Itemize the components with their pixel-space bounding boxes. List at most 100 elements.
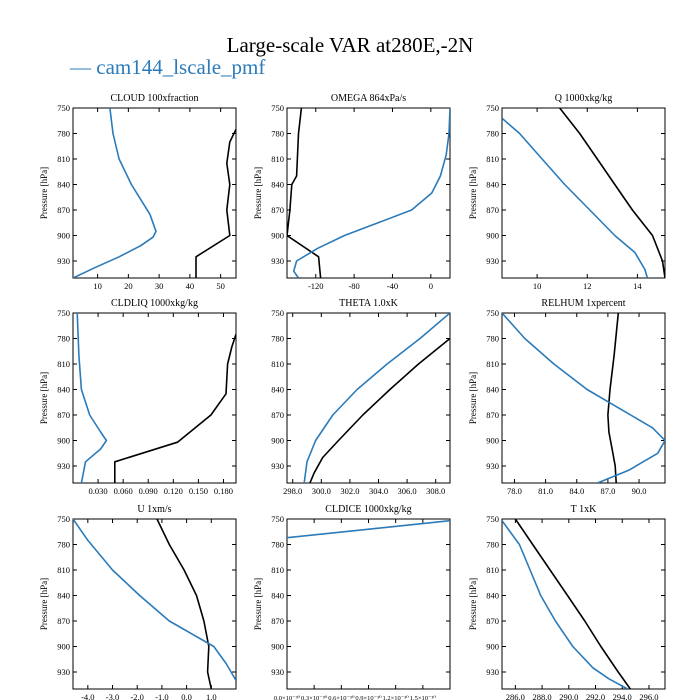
panel-6-xtick-label: 78.0	[507, 486, 522, 496]
panel-2-ytick-label: 780	[271, 129, 284, 139]
panel-1-series-blue	[73, 108, 157, 278]
panel-8-xtick-label: 0.3×10⁻³⁰	[301, 695, 328, 700]
panel-8-ytick-label: 900	[271, 642, 284, 652]
panel-7-ytick-label: 870	[57, 616, 70, 626]
figure-title: Large-scale VAR at280E,-2N	[226, 33, 474, 57]
panel-1-xtick-label: 40	[186, 281, 195, 291]
panel-7-title: U 1xm/s	[137, 504, 171, 515]
panel-5-xtick-label: 300.0	[312, 486, 331, 496]
panel-9-series-blue	[502, 520, 628, 689]
panel-7-ytick-label: 750	[57, 514, 70, 524]
panel-8-frame	[286, 518, 451, 690]
panel-4-frame	[72, 312, 237, 484]
panel-3-ytick-label: 810	[486, 154, 499, 164]
panel-8: CLDICE 1000xkg/kg Pressure [hPa] 750 780 810…	[253, 504, 451, 700]
panel-6: RELHUM 1xpercent Pressure [hPa] 750 780 810 8…	[468, 298, 666, 496]
panel-6-title: RELHUM 1xpercent	[541, 298, 625, 309]
panel-4-xtick-label: 0.180	[214, 486, 233, 496]
panel-4-xtick-label: 0.030	[89, 486, 108, 496]
panel-9-ytick-label: 870	[486, 616, 499, 626]
panel-1-xtick-label: 20	[124, 281, 133, 291]
panel-2-xtick-label: 0	[429, 281, 433, 291]
panel-6-ytick-label: 870	[486, 410, 499, 420]
panel-8-ytick-label: 750	[271, 514, 284, 524]
panel-1-ytick-label: 750	[57, 103, 70, 113]
panel-2-title: OMEGA 864xPa/s	[331, 93, 406, 104]
panel-5-xtick-label: 302.0	[340, 486, 359, 496]
panel-8-series-blue	[287, 519, 450, 539]
panel-1-ytick-label: 840	[57, 180, 70, 190]
panel-3-ylabel: Pressure [hPa]	[468, 167, 478, 219]
panel-4-xtick-label: 0.060	[114, 486, 133, 496]
panel-1-ytick-label: 930	[57, 256, 70, 266]
panel-8-xtick-label: 0.9×10⁻³⁰	[355, 695, 382, 700]
panel-9: T 1xK Pressure [hPa] 750 780 810 840 870 900 930…	[468, 504, 666, 700]
panel-2-ytick-label: 750	[271, 103, 284, 113]
panel-2-frame	[286, 107, 451, 279]
panel-3-series-black	[559, 108, 665, 278]
panel-9-xtick-label: 290.0	[559, 692, 578, 700]
panel-4-title: CLDLIQ 1000xkg/kg	[111, 298, 198, 309]
panel-5-xtick-label: 298.0	[283, 486, 302, 496]
legend: — cam144_lscale_pmf	[70, 55, 265, 80]
panel-6-series-blue	[502, 313, 665, 483]
panel-6-xtick-label: 84.0	[569, 486, 584, 496]
panel-6-ylabel: Pressure [hPa]	[468, 372, 478, 424]
panel-7-ytick-label: 780	[57, 540, 70, 550]
panel-7-xtick-label: -1.0	[155, 692, 168, 700]
panel-9-frame	[501, 518, 666, 690]
panel-9-xtick-label: 292.0	[586, 692, 605, 700]
panel-4-ytick-label: 780	[57, 334, 70, 344]
panel-7-ylabel: Pressure [hPa]	[39, 578, 49, 630]
panel-5-series-blue	[303, 313, 450, 483]
panel-6-series-black	[607, 313, 620, 483]
panel-7-frame	[72, 518, 237, 690]
panel-1-xtick-label: 10	[93, 281, 102, 291]
panel-2-xtick-label: -120	[308, 281, 324, 291]
panel-4-ytick-label: 930	[57, 461, 70, 471]
panel-5: THETA 1.0xK 750 780 810 840 870 900 930 298.0 300…	[271, 298, 451, 496]
panel-3-xtick-label: 12	[583, 281, 592, 291]
panel-7-xtick-label: -4.0	[81, 692, 94, 700]
panel-9-ytick-label: 810	[486, 565, 499, 575]
panel-2-xtick-label: -40	[387, 281, 398, 291]
panel-4-ylabel: Pressure [hPa]	[39, 372, 49, 424]
panel-3-frame	[501, 107, 666, 279]
panel-5-xtick-label: 308.0	[426, 486, 445, 496]
panel-8-ytick-label: 870	[271, 616, 284, 626]
panel-4-xtick-label: 0.090	[139, 486, 158, 496]
panel-2-xtick-label: -80	[348, 281, 359, 291]
panel-3-ytick-label: 870	[486, 205, 499, 215]
panel-2-ytick-label: 930	[271, 256, 284, 266]
panel-2-ytick-label: 840	[271, 180, 284, 190]
panel-3-ytick-label: 840	[486, 180, 499, 190]
panel-1-ylabel: Pressure [hPa]	[39, 167, 49, 219]
panel-3-series-blue	[502, 117, 649, 278]
panel-7-xtick-label: -3.0	[106, 692, 119, 700]
panel-2: OMEGA 864xPa/s Pressure [hPa] 750 780 810 840…	[253, 93, 451, 291]
panel-7-ytick-label: 840	[57, 591, 70, 601]
panel-4-ytick-label: 900	[57, 436, 70, 446]
panel-4-xtick-label: 0.150	[189, 486, 208, 496]
panel-6-ytick-label: 900	[486, 436, 499, 446]
panel-3-ytick-label: 780	[486, 129, 499, 139]
panel-5-ytick-label: 930	[271, 461, 284, 471]
panel-6-ytick-label: 750	[486, 308, 499, 318]
panel-8-xtick-label: 0.6×10⁻³⁰	[328, 695, 355, 700]
panel-8-ytick-label: 810	[271, 565, 284, 575]
panel-7-series-blue	[73, 519, 236, 681]
panel-7-ytick-label: 810	[57, 565, 70, 575]
panel-1-ytick-label: 780	[57, 129, 70, 139]
panel-9-ytick-label: 750	[486, 514, 499, 524]
legend-series-label: cam144_lscale_pmf	[96, 55, 266, 79]
panel-5-series-black	[309, 337, 450, 483]
panel-5-ytick-label: 750	[271, 308, 284, 318]
panel-9-ytick-label: 780	[486, 540, 499, 550]
panel-5-ytick-label: 840	[271, 385, 284, 395]
panel-2-ytick-label: 810	[271, 154, 284, 164]
panel-5-frame	[286, 312, 451, 484]
panel-8-title: CLDICE 1000xkg/kg	[325, 504, 411, 515]
legend-line-marker: —	[70, 55, 91, 79]
panel-9-xtick-label: 294.0	[613, 692, 632, 700]
panel-9-ytick-label: 930	[486, 667, 499, 677]
